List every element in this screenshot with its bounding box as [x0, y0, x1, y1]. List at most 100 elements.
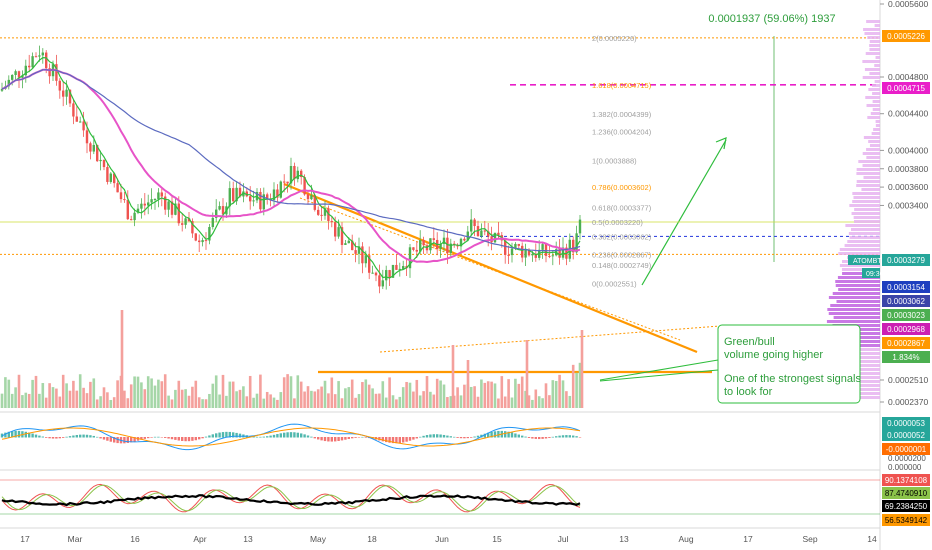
- macd-histogram-bar: [419, 436, 422, 438]
- macd-histogram-bar: [517, 434, 520, 438]
- macd-histogram-bar: [123, 437, 126, 444]
- candle-body: [527, 249, 531, 256]
- annotation-line-2: volume going higher: [724, 349, 823, 361]
- annotation-box[interactable]: Green/bull volume going higher One of th…: [717, 324, 861, 404]
- volume-bar: [548, 395, 551, 408]
- volume-bar: [357, 394, 361, 408]
- volume-bar: [405, 381, 408, 408]
- volume-bar: [381, 381, 385, 408]
- candle-body: [153, 199, 157, 201]
- volume-profile-bar: [826, 320, 880, 323]
- volume-bar: [259, 374, 262, 408]
- volume-bar: [476, 396, 480, 408]
- candle-body: [497, 232, 500, 236]
- price-axis[interactable]: 0.0005600 0.0004800 0.0004400 0.0004000 0.00…: [862, 0, 930, 407]
- volume-bar: [255, 393, 259, 408]
- macd-signal-line: [1, 427, 581, 447]
- macd-histogram-bar: [208, 435, 211, 438]
- candle-body: [572, 239, 575, 253]
- volume-profile-bar: [871, 132, 880, 135]
- stoch-d-line: [1, 484, 581, 512]
- volume-profile-bar: [848, 232, 880, 235]
- macd-histogram-bar: [422, 435, 425, 438]
- time-tick-label: Jun: [435, 534, 449, 544]
- macd-histogram-bar: [235, 432, 238, 438]
- volume-bar: [286, 374, 289, 408]
- candle-body: [113, 173, 116, 184]
- annotation-line-5: to look for: [724, 386, 773, 398]
- candle-body: [483, 230, 486, 232]
- candle-body: [558, 249, 561, 258]
- volume-profile-bar: [869, 44, 880, 47]
- volume-profile-bar: [841, 364, 880, 367]
- time-axis[interactable]: 17 Mar 16 Apr 13 May 18 Jun 15 Jul 13 Aug 17 Sep 14: [20, 534, 877, 544]
- macd-histogram-bar: [164, 437, 167, 438]
- macd-histogram-bar: [99, 437, 102, 439]
- candle-body: [38, 55, 41, 57]
- volume-bar: [129, 384, 133, 408]
- volume-bar: [493, 383, 497, 408]
- volume-bar: [160, 381, 164, 408]
- price-tick-label: 0.0003800: [888, 164, 928, 174]
- volume-bar: [507, 379, 510, 408]
- macd-histogram-bar: [442, 434, 446, 438]
- candle-body: [0, 88, 4, 91]
- macd-histogram-bar: [11, 431, 14, 438]
- candle-body: [351, 240, 354, 251]
- volume-profile-bar: [837, 276, 880, 279]
- volume-bar: [408, 382, 412, 408]
- volume-bar: [75, 390, 79, 408]
- volume-profile-bar: [847, 396, 880, 399]
- candle-body: [323, 208, 327, 216]
- stoch-badge: [882, 487, 930, 499]
- volume-bar: [316, 389, 320, 408]
- volume-profile-bar: [869, 144, 880, 147]
- volume-bar: [109, 399, 113, 408]
- macd-histogram-bar: [381, 437, 384, 442]
- volume-bar: [89, 381, 92, 408]
- time-tick-label: 18: [367, 534, 377, 544]
- volume-profile-bar: [843, 388, 880, 391]
- macd-histogram-bar: [184, 437, 187, 442]
- candle-body: [463, 238, 466, 241]
- macd-histogram-bar: [323, 437, 327, 442]
- volume-bar: [78, 374, 82, 408]
- volume-bar: [55, 388, 58, 408]
- volume-bar: [384, 397, 388, 408]
- macd-histogram-bar: [259, 436, 262, 438]
- volume-bars: [0, 310, 584, 408]
- volume-profile-bar: [846, 392, 880, 395]
- candle-body: [276, 189, 279, 198]
- volume-profile-bar: [853, 196, 880, 199]
- time-tick-label: Sep: [802, 534, 817, 544]
- price-badge: [882, 30, 930, 42]
- macd-histogram-bar: [7, 431, 10, 438]
- candle-body: [14, 71, 17, 75]
- candle-body: [357, 246, 361, 254]
- macd-histogram-bar: [228, 431, 231, 438]
- fib-level-label: 0.148(0.0002749): [592, 261, 652, 270]
- price-badge-label: 0.0004715: [887, 84, 925, 93]
- macd-histogram-bar: [555, 436, 558, 438]
- macd-histogram-bar: [524, 436, 527, 438]
- candle-body: [279, 181, 282, 198]
- macd-histogram-bar: [344, 437, 347, 440]
- volume-bar: [170, 399, 174, 408]
- macd-badge-label: -0.0000001: [886, 445, 927, 454]
- price-badge-label: 0.0002867: [887, 339, 925, 348]
- volume-bar: [374, 393, 378, 408]
- macd-histogram-bar: [157, 436, 160, 438]
- rsi-line: [1, 494, 581, 507]
- candle-body: [385, 270, 388, 281]
- volume-profile-bar: [872, 92, 880, 95]
- candle-body: [75, 116, 78, 122]
- volume-bar: [0, 393, 4, 408]
- volume-bar: [429, 391, 432, 408]
- macd-histogram-bar: [116, 437, 119, 444]
- volume-bar: [136, 376, 140, 408]
- macd-histogram-bar: [45, 437, 48, 438]
- candle-body: [41, 52, 44, 56]
- macd-histogram-bar: [28, 432, 31, 438]
- candle-body: [330, 221, 333, 223]
